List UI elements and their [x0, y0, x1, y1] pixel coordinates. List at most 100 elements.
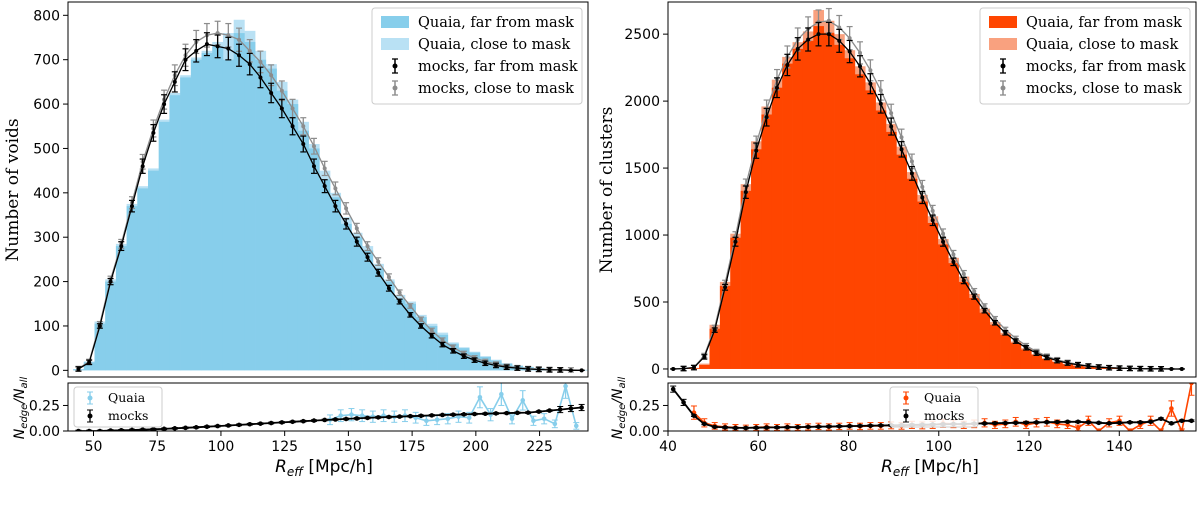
left-bottom-plot-area — [75, 383, 585, 431]
ratio-point — [1096, 428, 1102, 431]
mock-point — [76, 367, 81, 372]
ratio-point — [193, 425, 199, 430]
mock-point — [972, 289, 977, 294]
mock-point — [847, 49, 852, 54]
ratio-point — [183, 425, 188, 431]
ratio-point — [1075, 419, 1081, 425]
ratio-point — [557, 407, 563, 412]
ratio-point — [161, 426, 167, 431]
ratio-point — [552, 421, 558, 427]
ratio-point — [520, 398, 526, 403]
far-bar — [823, 32, 835, 369]
left-bottom-ylabel: Nedge/Nall — [12, 377, 30, 440]
ratio-point — [1137, 420, 1143, 425]
legend-label: Quaia, far from mask — [1026, 15, 1182, 31]
far-bar — [287, 104, 299, 371]
ratio-point — [349, 412, 354, 417]
mock-point — [878, 101, 883, 106]
mock-point — [269, 73, 274, 78]
mock-point — [290, 124, 295, 129]
right-bottom-x-ticks: 40 60 80 100 120 140 — [659, 431, 1133, 455]
far-bar — [751, 149, 762, 369]
left-xlabel: Reff [Mpc/h] — [275, 457, 373, 479]
mock-point — [785, 62, 790, 67]
legend-swatch — [989, 16, 1017, 28]
ratio-point — [805, 424, 811, 430]
far-bar — [222, 59, 234, 371]
far-bar — [937, 244, 949, 369]
right-xlabel: Reff [Mpc/h] — [881, 457, 979, 479]
mock-point — [483, 361, 488, 366]
far-bar — [276, 90, 288, 371]
ratio-point — [456, 414, 461, 420]
x-tick-label: 50 — [85, 439, 103, 455]
legend-marker — [87, 413, 93, 419]
far-bar — [958, 281, 970, 369]
ratio-point — [536, 409, 542, 414]
y-tick-label: 600 — [33, 97, 60, 113]
mock-point — [108, 279, 113, 284]
mock-point — [322, 166, 327, 171]
mock-point — [194, 48, 199, 53]
far-bar — [709, 328, 721, 369]
ratio-point — [236, 422, 242, 428]
ratio-point — [531, 418, 536, 424]
ratio-point — [129, 427, 135, 431]
mock-point — [920, 195, 925, 200]
far-bar — [94, 323, 106, 371]
legend-box — [371, 7, 583, 105]
far-bar — [180, 77, 192, 371]
ratio-point — [1106, 421, 1112, 426]
mock-point — [547, 367, 552, 372]
mock-point — [754, 148, 759, 153]
far-bar — [458, 348, 470, 371]
x-tick-label: 120 — [1016, 439, 1043, 455]
y-tick-label: 100 — [33, 319, 60, 335]
mock-point — [1086, 364, 1091, 369]
ratio-point — [525, 410, 531, 415]
x-tick-label: 40 — [659, 439, 677, 455]
far-bar — [244, 41, 256, 371]
ratio-point — [76, 428, 81, 431]
mock-point — [183, 57, 188, 62]
mock-point — [97, 323, 102, 328]
ratio-point — [568, 406, 574, 411]
ratio-point — [477, 394, 483, 400]
ratio-point — [300, 418, 306, 424]
ratio-point — [722, 425, 728, 430]
ratio-point — [499, 391, 504, 397]
right-top-ylabel: Number of clusters — [597, 107, 617, 274]
mock-point — [889, 124, 894, 129]
far-bar — [1052, 362, 1063, 369]
mock-point — [1044, 355, 1049, 360]
mock-point — [451, 348, 456, 353]
mock-point — [899, 135, 904, 140]
far-bar — [969, 297, 980, 369]
mock-point — [301, 142, 306, 147]
ratio-point — [226, 423, 231, 428]
ratio-point — [1003, 420, 1008, 426]
far-bar — [437, 334, 449, 371]
mock-point — [408, 312, 413, 317]
mock-point — [899, 147, 904, 152]
right-bottom-legend: Quaia mocks — [889, 386, 979, 428]
right-bottom-frame — [667, 382, 1197, 432]
far-bar — [105, 281, 117, 371]
y-tick-label: 1000 — [624, 228, 660, 244]
ratio-point — [1117, 420, 1122, 426]
far-bar — [948, 263, 959, 369]
y-tick-label: 1500 — [624, 161, 660, 177]
left-top-plot-area — [73, 19, 588, 373]
mock-point — [1003, 330, 1008, 335]
ratio-point — [795, 424, 801, 430]
x-tick-label: 125 — [271, 439, 298, 455]
ratio-point — [1179, 418, 1185, 424]
far-bar — [1000, 334, 1011, 369]
mock-point — [354, 239, 359, 244]
x-tick-label: 60 — [749, 439, 767, 455]
y-tick-label: 0.00 — [629, 424, 660, 440]
mock-point — [526, 367, 531, 372]
mock-point — [1013, 339, 1018, 344]
mock-point — [1127, 366, 1132, 371]
